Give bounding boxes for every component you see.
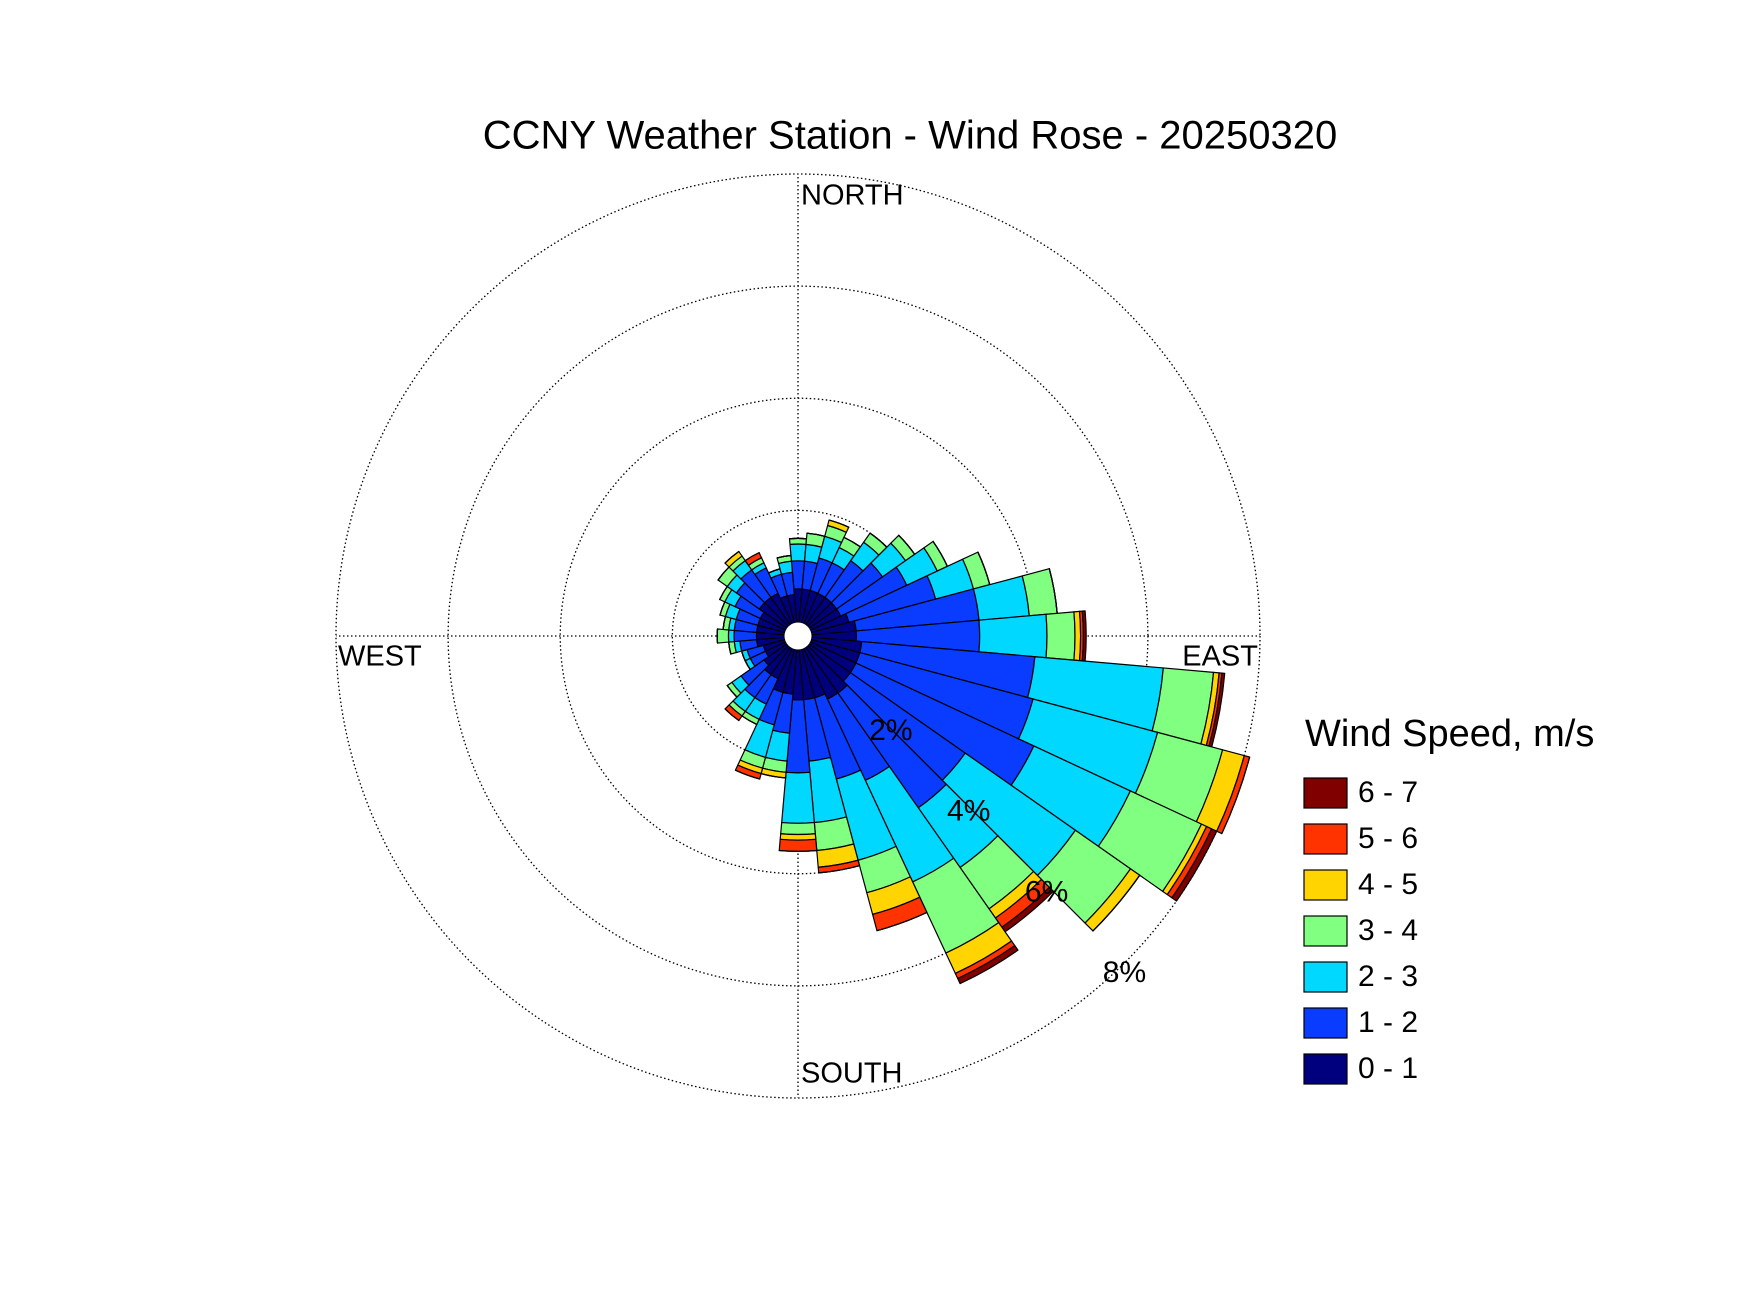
wind-segment (734, 769, 761, 780)
wind-segment (978, 613, 1048, 659)
radial-tick-label: 2% (869, 714, 912, 747)
wind-segment (778, 849, 818, 852)
wind-segment (724, 708, 740, 722)
legend-label: 2 - 3 (1358, 960, 1418, 993)
legend-label: 5 - 6 (1358, 822, 1418, 855)
legend-label: 1 - 2 (1358, 1006, 1418, 1039)
wind-segment (876, 911, 928, 932)
chart-title: CCNY Weather Station - Wind Rose - 20250… (483, 114, 1338, 158)
legend-label: 3 - 4 (1358, 914, 1418, 947)
legend-swatch (1303, 1053, 1348, 1085)
legend-title: Wind Speed, m/s (1305, 713, 1594, 755)
wind-segment (1081, 610, 1087, 662)
wind-segment (716, 628, 730, 644)
radial-tick-label: 4% (947, 795, 990, 828)
wind-segment (778, 838, 818, 852)
legend-layer: 0 - 1 1 - 2 2 - 3 3 - 4 4 - 5 5 - 6 6 - 7 (1303, 776, 1418, 1085)
wind-segment (788, 537, 808, 545)
wind-segment (724, 550, 740, 564)
wind-segment (1045, 611, 1076, 661)
legend-label: 6 - 7 (1358, 776, 1418, 809)
wind-segment (1092, 874, 1141, 932)
legend-swatch (1303, 869, 1348, 901)
direction-label: EAST (1182, 641, 1258, 673)
legend-swatch (1303, 1007, 1348, 1039)
center-hole (784, 622, 812, 650)
wind-segment (726, 684, 738, 698)
wind-segment (744, 552, 760, 562)
labels-layer: 2% 4% 6% 8% NORTH EAST SOUTH WEST (338, 180, 1258, 1090)
direction-label: SOUTH (801, 1058, 903, 1090)
legend-swatch (1303, 915, 1348, 947)
wind-segment (781, 771, 815, 824)
wind-segment (1171, 828, 1218, 902)
marks-layer (716, 519, 1251, 985)
wind-segment (957, 944, 1019, 985)
wind-segment (776, 554, 792, 559)
direction-label: NORTH (801, 180, 904, 212)
wind-segment (727, 629, 735, 643)
direction-label: WEST (338, 641, 422, 673)
wind-segment (780, 821, 816, 836)
radial-tick-label: 8% (1103, 956, 1146, 989)
wind-segment (1221, 756, 1251, 835)
legend-swatch (1303, 823, 1348, 855)
wind-segment (828, 519, 850, 528)
legend-label: 4 - 5 (1358, 868, 1418, 901)
wind-segment (789, 543, 807, 562)
legend-swatch (1303, 961, 1348, 993)
legend-swatch (1303, 777, 1348, 809)
legend-label: 0 - 1 (1358, 1052, 1418, 1085)
wind-segment (818, 865, 861, 874)
radial-tick-label: 6% (1025, 875, 1068, 908)
